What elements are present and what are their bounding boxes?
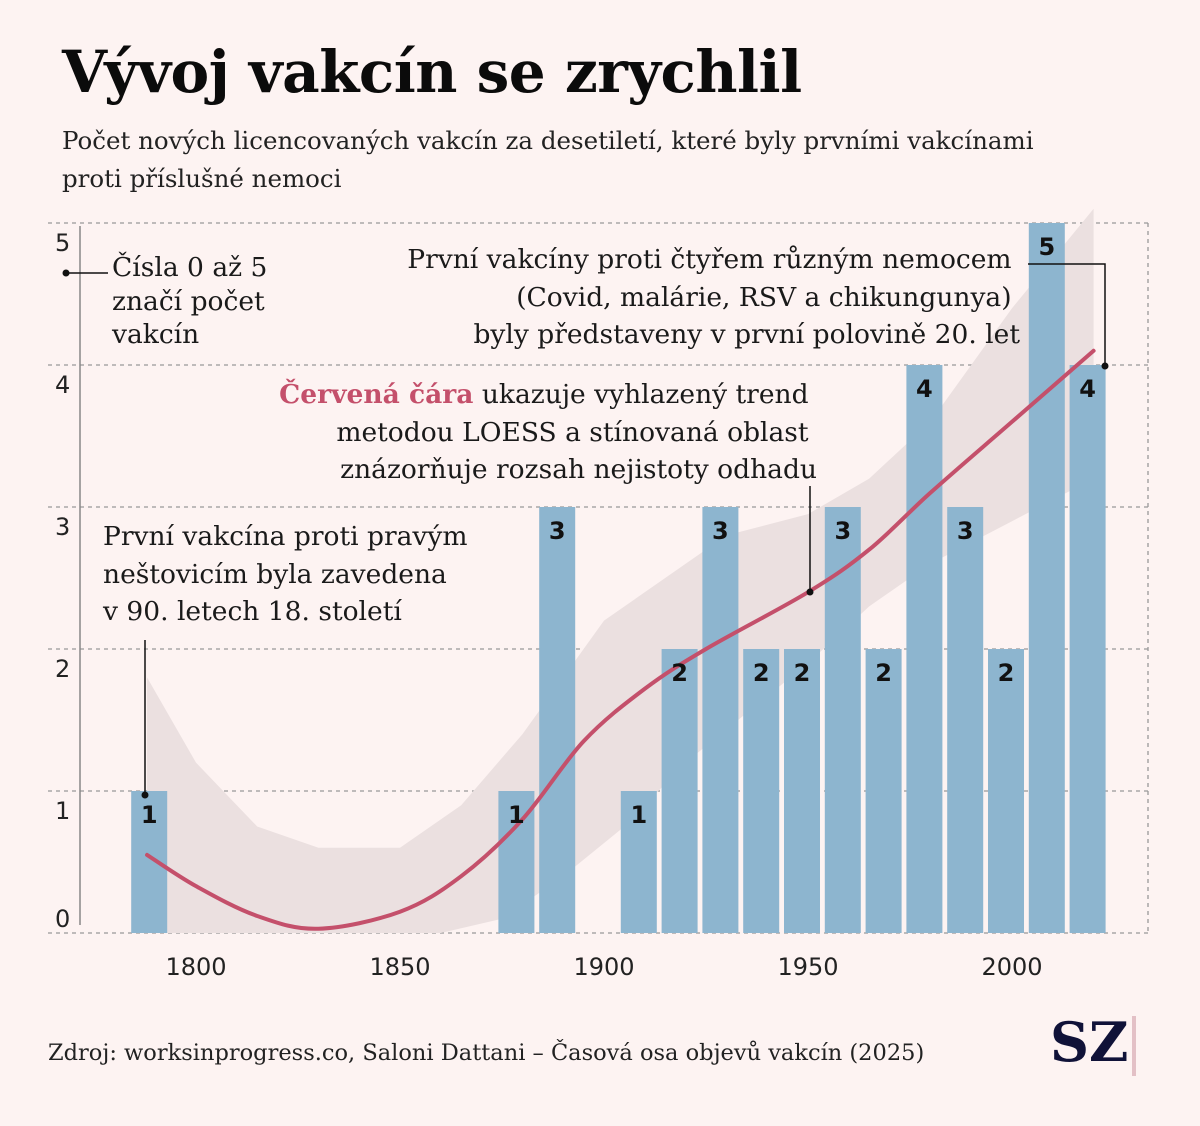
bar-value-label: 3: [834, 517, 851, 545]
bar-1890: [539, 507, 576, 933]
y-tick-label: 5: [55, 229, 70, 257]
bar-value-label: 2: [753, 659, 770, 687]
bar-value-label: 3: [549, 517, 566, 545]
x-tick-label: 1950: [777, 953, 838, 981]
bar-value-label: 2: [998, 659, 1015, 687]
y-tick-label: 2: [55, 655, 70, 683]
source-note: Zdroj: worksinprogress.co, Saloni Dattan…: [48, 1040, 925, 1066]
trend-annotation: Červená čára ukazuje vyhlazený trend met…: [279, 378, 817, 485]
y-tick-label: 3: [55, 513, 70, 541]
bar-value-label: 2: [794, 659, 811, 687]
bar-value-label: 3: [712, 517, 729, 545]
gridlines: [48, 222, 1149, 934]
bar-1930: [702, 507, 739, 933]
chart-subtitle: Počet nových licencovaných vakcín za des…: [62, 126, 1034, 193]
y-tick-label: 1: [55, 797, 70, 825]
bar-value-label: 1: [508, 801, 525, 829]
x-tick-label: 2000: [981, 953, 1042, 981]
annotation-dot: [141, 791, 149, 799]
bar-value-label: 3: [957, 517, 974, 545]
sz-logo: SZ: [1050, 1010, 1129, 1074]
bar-1980: [906, 365, 943, 933]
bar-value-label: 4: [1079, 375, 1096, 403]
recent-vaccines-annotation: První vakcíny proti čtyřem různým nemoce…: [407, 244, 1020, 350]
bar-2010: [1028, 223, 1065, 933]
bar-1940: [743, 649, 780, 933]
x-tick-label: 1900: [573, 953, 634, 981]
annotation-dot: [1101, 362, 1109, 370]
bar-value-label: 2: [875, 659, 892, 687]
logo-divider: [1132, 1016, 1136, 1076]
bar-value-label: 5: [1038, 233, 1055, 261]
axis-ticks: 0 1 2 3 4 5 1800 1850 1900 1950 2000: [55, 229, 1043, 981]
uncertainty-band: [147, 208, 1094, 934]
bar-1950: [784, 649, 820, 933]
annotation-dot: [806, 588, 814, 596]
bars: [131, 223, 1106, 933]
x-tick-label: 1800: [165, 953, 226, 981]
bar-2000: [988, 649, 1024, 933]
bar-value-label: 1: [630, 801, 647, 829]
chart-title: Vývoj vakcín se zrychlil: [62, 38, 802, 106]
bar-1970: [865, 649, 902, 933]
bar-value-label: 2: [671, 659, 688, 687]
y-tick-label: 4: [55, 371, 70, 399]
bar-1910: [620, 791, 657, 933]
bar-1990: [947, 507, 984, 933]
bar-value-label: 1: [141, 801, 158, 829]
bar-1920: [661, 649, 698, 933]
smallpox-annotation: První vakcína proti pravým neštovicím by…: [102, 521, 476, 627]
x-tick-label: 1850: [369, 953, 430, 981]
bar-value-label: 4: [916, 375, 933, 403]
loess-trend-line: [145, 348, 1096, 931]
y-axis-note: Čísla 0 až 5 značí počet vakcín: [111, 251, 276, 350]
y-tick-label: 0: [55, 905, 70, 933]
annotation-leader: [1028, 263, 1106, 366]
bar-2020: [1069, 365, 1106, 933]
